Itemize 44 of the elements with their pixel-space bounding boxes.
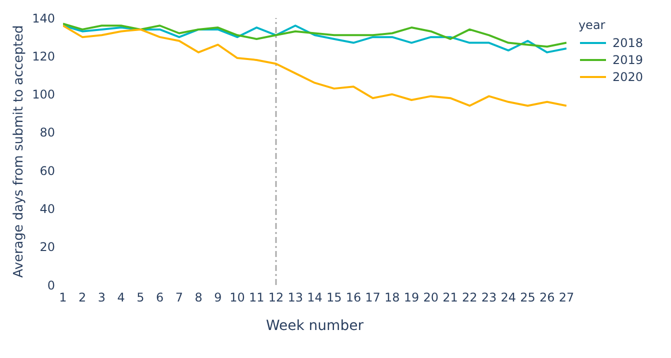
x-tick-label: 26 — [539, 290, 555, 305]
x-tick-label: 18 — [384, 290, 400, 305]
x-tick-label: 8 — [194, 290, 202, 305]
y-tick-label: 60 — [40, 164, 55, 178]
x-tick-label: 20 — [423, 290, 439, 305]
x-tick-label: 7 — [175, 290, 183, 305]
x-tick-label: 15 — [326, 290, 342, 305]
x-tick-label: 11 — [248, 290, 264, 305]
x-tick-label: 12 — [268, 290, 284, 305]
x-tick-label: 27 — [558, 290, 574, 305]
x-tick-label: 13 — [288, 290, 304, 305]
x-tick-label: 10 — [230, 290, 245, 305]
x-tick-label: 23 — [481, 290, 497, 305]
y-tick-label: 140 — [32, 11, 55, 26]
x-tick-label: 6 — [156, 290, 164, 305]
legend-label: 2018 — [612, 36, 643, 50]
y-tick-label: 120 — [32, 49, 55, 64]
legend-label: 2019 — [612, 53, 643, 67]
y-tick-label: 0 — [47, 278, 55, 292]
y-tick-label: 20 — [40, 240, 55, 254]
y-axis-title: Average days from submit to accepted — [12, 25, 27, 278]
x-tick-label: 3 — [98, 290, 106, 305]
x-tick-label: 2 — [78, 290, 86, 305]
x-tick-label: 24 — [500, 290, 516, 305]
legend-title: year — [578, 18, 606, 32]
x-tick-label: 21 — [442, 290, 458, 305]
x-tick-label: 19 — [404, 290, 420, 305]
x-tick-label: 14 — [307, 290, 322, 305]
y-tick-label: 40 — [40, 202, 55, 216]
x-axis-title: Week number — [266, 318, 364, 334]
line-series — [63, 24, 566, 107]
line-series — [63, 24, 566, 54]
x-tick-label: 25 — [520, 290, 536, 305]
x-tick-label: 9 — [214, 290, 222, 305]
x-tick-label: 17 — [365, 290, 380, 305]
legend-label: 2020 — [612, 70, 643, 84]
x-tick-label: 16 — [346, 290, 362, 305]
y-tick-label: 100 — [32, 88, 55, 102]
line-series — [63, 22, 566, 48]
x-tick-label: 4 — [117, 290, 125, 305]
x-tick-label: 5 — [136, 290, 144, 305]
x-tick-label: 22 — [462, 290, 478, 305]
x-tick-label: 1 — [59, 290, 67, 305]
y-tick-label: 80 — [40, 126, 55, 140]
